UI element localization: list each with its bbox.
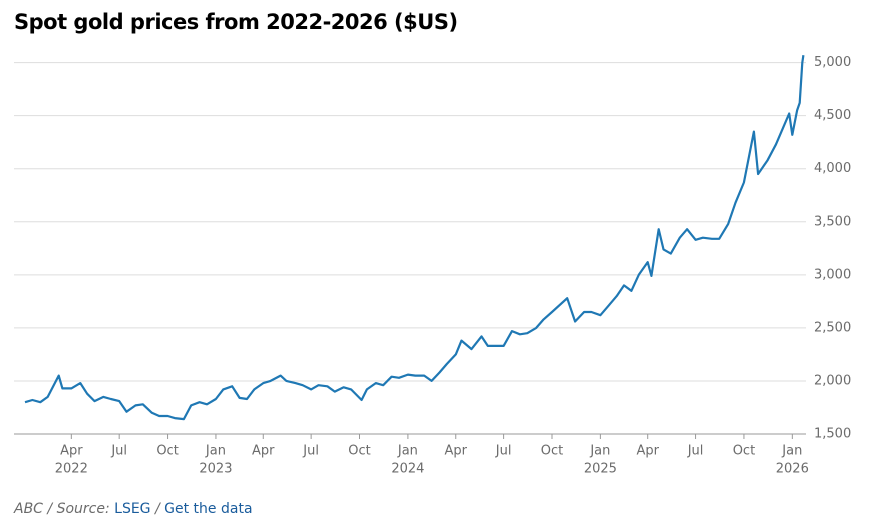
separator: /	[154, 501, 160, 517]
price-line	[24, 55, 805, 421]
x-tick-label: Jul	[687, 444, 704, 459]
x-tick-label: Apr	[445, 444, 468, 459]
x-tick-label: Oct	[156, 444, 178, 459]
x-tick-label: Apr	[60, 444, 83, 459]
x-tick-label: Jan	[781, 444, 802, 459]
y-tick-label: 2,000	[814, 373, 851, 388]
x-tick-label: Jul	[110, 444, 127, 459]
x-tick-label: Apr	[636, 444, 659, 459]
chart-title: Spot gold prices from 2022-2026 ($US)	[14, 10, 458, 34]
data-link[interactable]: Get the data	[164, 501, 253, 517]
y-tick-label: 4,000	[814, 161, 851, 176]
x-tick-label: Jan	[205, 444, 226, 459]
x-tick-label: Apr	[252, 444, 275, 459]
y-tick-label: 3,000	[814, 267, 851, 282]
y-tick-label: 1,500	[814, 427, 851, 442]
x-tick-label: Oct	[541, 444, 563, 459]
x-tick-label: Oct	[348, 444, 370, 459]
y-tick-label: 3,500	[814, 214, 851, 229]
y-tick-label: 4,500	[814, 108, 851, 123]
y-tick-label: 5,000	[814, 55, 851, 70]
x-tick-label: Jan	[397, 444, 418, 459]
x-tick-label: Oct	[733, 444, 755, 459]
x-tick-year: 2022	[55, 462, 88, 477]
x-tick-label: Jul	[495, 444, 512, 459]
source-link[interactable]: LSEG	[114, 501, 151, 517]
x-tick-year: 2024	[391, 462, 424, 477]
x-tick-label: Jan	[589, 444, 610, 459]
x-tick-label: Jul	[302, 444, 319, 459]
x-tick-year: 2025	[584, 462, 617, 477]
y-tick-label: 2,500	[814, 320, 851, 335]
footer: ABC / Source: LSEG / Get the data	[14, 501, 253, 517]
x-tick-year: 2023	[199, 462, 232, 477]
credit: ABC / Source:	[14, 501, 110, 517]
x-tick-year: 2026	[776, 462, 809, 477]
